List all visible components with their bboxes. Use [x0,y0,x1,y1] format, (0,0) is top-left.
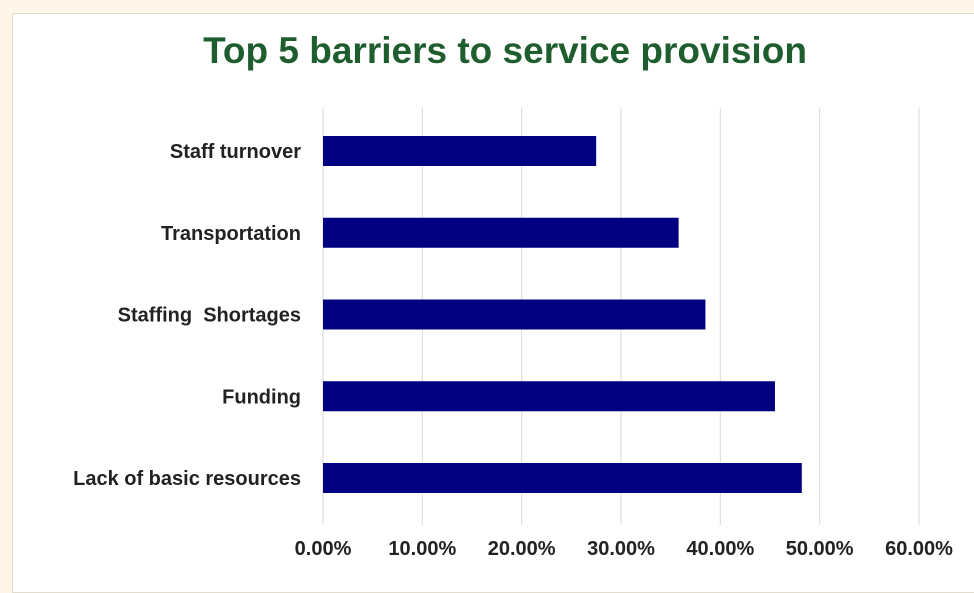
category-label: Transportation [161,223,301,245]
x-tick-label: 60.00% [885,538,953,560]
bar-chart: Staff turnover Transportation Staffing Sho… [73,108,953,560]
category-label: Staffing Shortages [118,305,301,327]
bar [323,217,679,248]
bar [323,381,775,412]
category-label: Funding [222,386,301,408]
x-tick-label: 10.00% [388,538,456,560]
x-tick-label: 50.00% [786,538,854,560]
x-tick-label: 40.00% [686,538,754,560]
chart-title: Top 5 barriers to service provision [203,30,807,71]
bar [323,136,597,166]
bar [323,299,706,330]
bar [323,463,802,493]
category-label: Staff turnover [170,141,301,163]
x-tick-label: 20.00% [488,538,556,560]
category-label: Lack of basic resources [73,468,301,490]
x-tick-label: 30.00% [587,538,655,560]
x-tick-label: 0.00% [295,538,352,560]
